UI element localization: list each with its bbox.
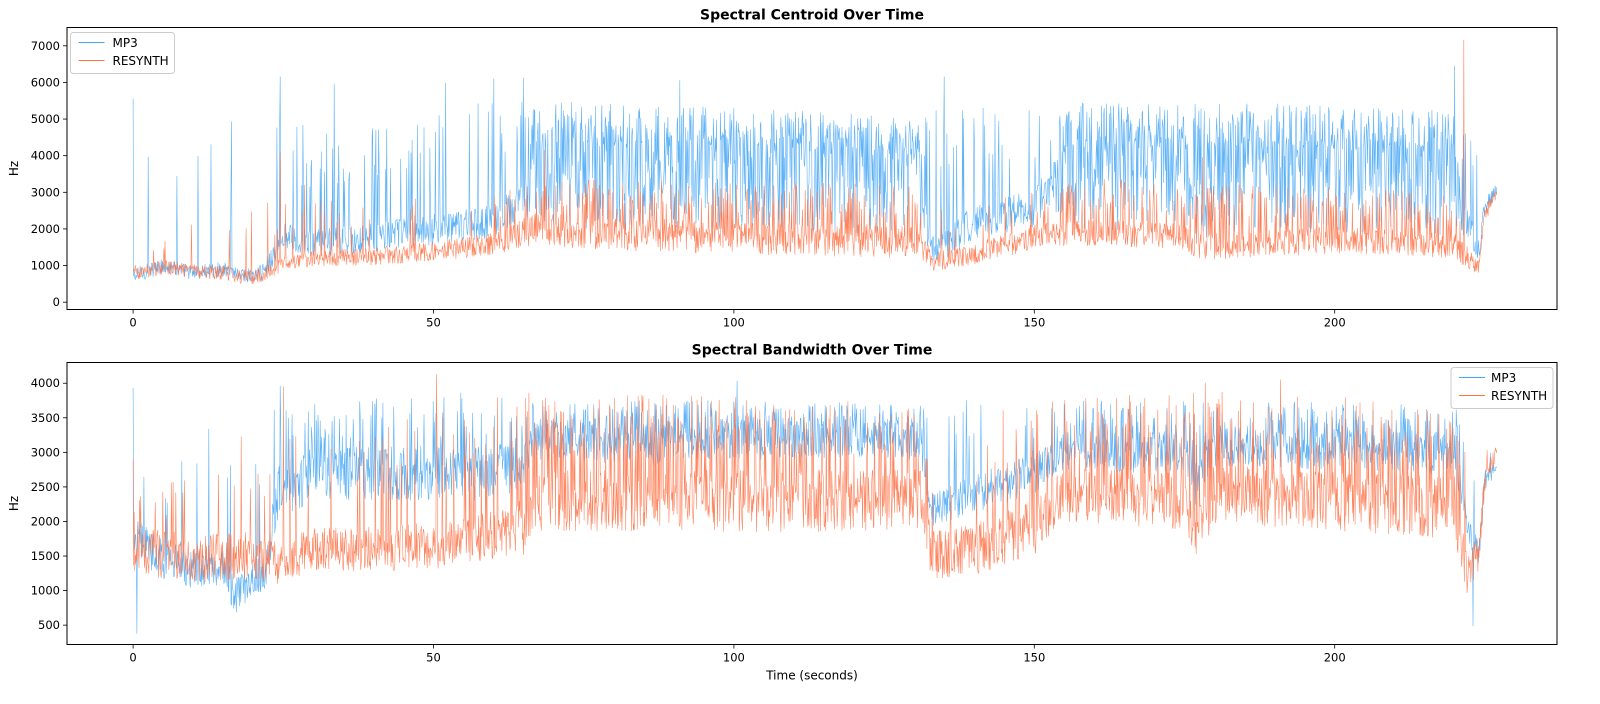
x-tick-label: 100 xyxy=(723,651,745,665)
tick-group: 0 50 100 150 2000100020003000400050006000700… xyxy=(31,39,1346,330)
legend-label-mp3: MP3 xyxy=(113,36,138,50)
bandwidth-panel: Spectral Bandwidth Over Time Hz Time (se… xyxy=(7,343,1558,683)
x-axis-label: Time (seconds) xyxy=(765,669,858,683)
y-tick-label: 1000 xyxy=(31,259,60,273)
y-tick-label: 7000 xyxy=(31,39,60,53)
x-tick-label: 200 xyxy=(1324,316,1346,330)
y-tick-label: 5000 xyxy=(31,112,60,126)
y-tick-label: 3000 xyxy=(31,185,60,199)
y-tick-label: 2000 xyxy=(31,222,60,236)
x-tick-label: 150 xyxy=(1023,316,1045,330)
chart-title: Spectral Bandwidth Over Time xyxy=(692,343,933,359)
y-tick-label: 1500 xyxy=(31,549,60,563)
y-tick-label: 4000 xyxy=(31,376,60,390)
y-tick-label: 3000 xyxy=(31,445,60,459)
y-tick-label: 0 xyxy=(53,295,60,309)
y-tick-label: 1000 xyxy=(31,584,60,598)
legend-label-mp3: MP3 xyxy=(1491,371,1516,385)
x-tick-label: 0 xyxy=(129,316,136,330)
x-tick-label: 50 xyxy=(426,316,441,330)
legend-label-resynth: RESYNTH xyxy=(1491,389,1547,403)
y-tick-label: 6000 xyxy=(31,75,60,89)
plot-area xyxy=(132,40,1498,285)
y-axis-label: Hz xyxy=(7,496,21,511)
y-tick-label: 4000 xyxy=(31,149,60,163)
x-tick-label: 100 xyxy=(723,316,745,330)
x-tick-label: 150 xyxy=(1023,651,1045,665)
series-line-resynth xyxy=(132,40,1498,285)
legend-label-resynth: RESYNTH xyxy=(113,54,169,68)
x-tick-label: 200 xyxy=(1324,651,1346,665)
plot-area xyxy=(132,374,1498,634)
axes-frame xyxy=(66,362,1558,645)
centroid-panel: Spectral Centroid Over Time Hz 0 50 100 150… xyxy=(7,8,1558,330)
tick-group: 0 50 100 150 200 500 1000 1500 2000 2500 3000 3500 4… xyxy=(31,376,1346,664)
x-tick-label: 0 xyxy=(129,651,136,665)
series-line-mp3 xyxy=(132,380,1498,634)
y-tick-label: 500 xyxy=(38,618,60,632)
axes-frame xyxy=(66,27,1558,310)
y-tick-label: 2000 xyxy=(31,514,60,528)
y-tick-label: 3500 xyxy=(31,411,60,425)
legend: MP3 RESYNTH xyxy=(70,32,175,74)
chart-title: Spectral Centroid Over Time xyxy=(700,8,924,24)
x-tick-label: 50 xyxy=(426,651,441,665)
series-line-resynth xyxy=(132,374,1498,593)
y-tick-label: 2500 xyxy=(31,480,60,494)
legend: MP3 RESYNTH xyxy=(1450,367,1554,409)
series-line-mp3 xyxy=(132,65,1498,283)
y-axis-label: Hz xyxy=(7,161,21,176)
